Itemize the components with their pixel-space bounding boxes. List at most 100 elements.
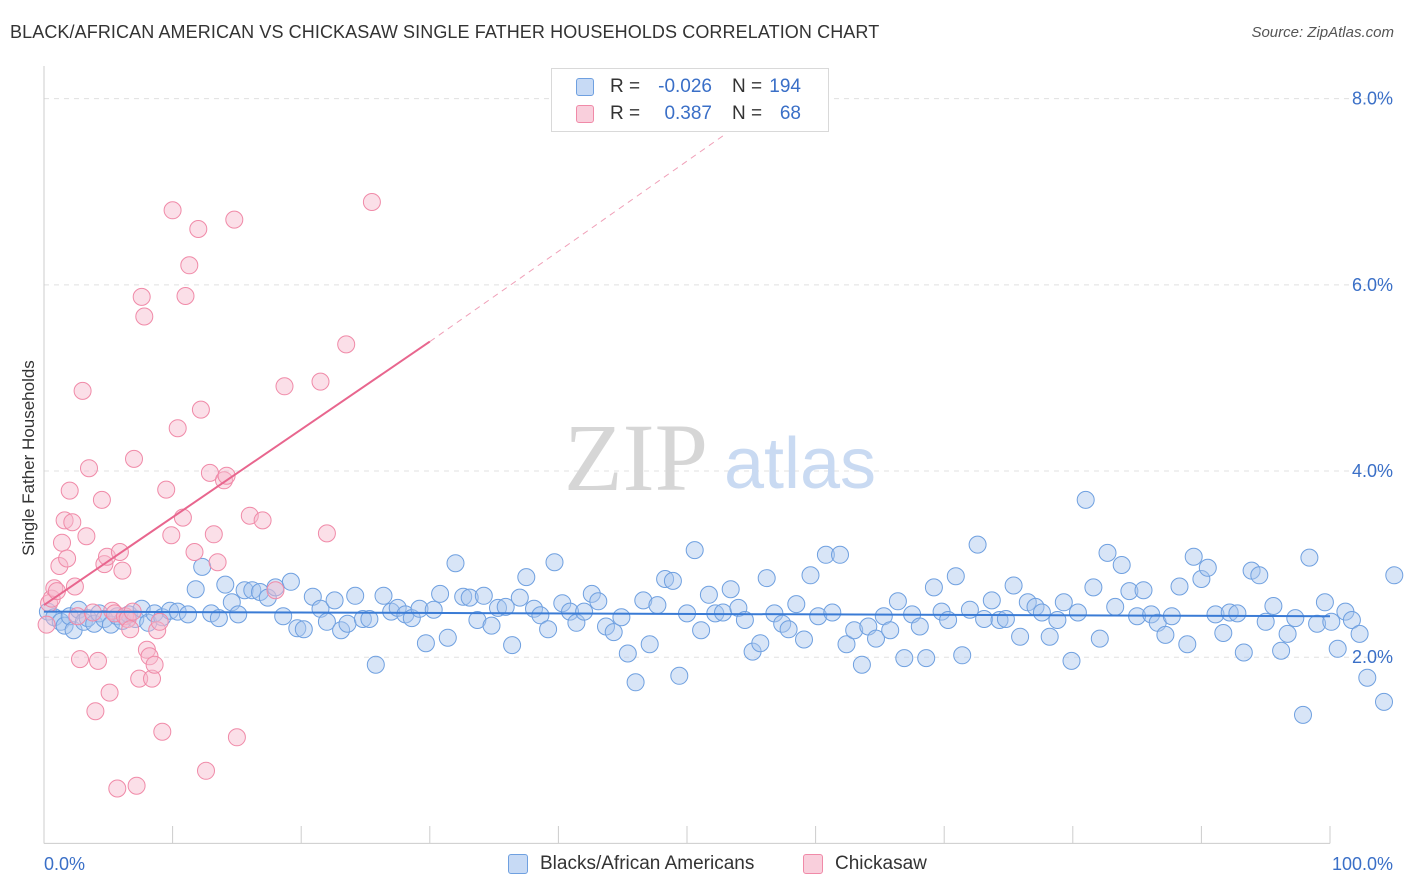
point-blacks	[831, 545, 849, 564]
point-chickasaw	[189, 220, 208, 238]
point-blacks	[1322, 612, 1341, 631]
point-blacks	[454, 587, 473, 606]
point-blacks	[1206, 605, 1225, 624]
point-chickasaw	[168, 419, 187, 438]
point-blacks	[1342, 611, 1361, 629]
point-chickasaw	[145, 655, 164, 674]
point-blacks	[1294, 705, 1312, 724]
point-blacks	[575, 602, 594, 621]
legend-label-chickasaw: Chickasaw	[835, 853, 927, 874]
legend-n-value: 68	[779, 103, 801, 124]
legend-r-value: -0.026	[658, 76, 712, 97]
legend-swatch-pink	[803, 854, 823, 874]
point-blacks	[1315, 593, 1334, 612]
point-chickasaw	[150, 612, 169, 631]
point-blacks	[1048, 611, 1067, 629]
point-blacks	[179, 605, 197, 624]
point-blacks	[161, 601, 179, 620]
correlation-legend: R = -0.026 N = 194 R = 0.387 N = 68	[551, 68, 829, 132]
point-blacks	[953, 646, 972, 665]
point-chickasaw	[132, 287, 151, 306]
point-blacks	[1228, 604, 1247, 623]
point-blacks	[209, 609, 228, 628]
point-blacks	[1062, 651, 1081, 670]
point-blacks	[1068, 603, 1087, 622]
y-tick-label: 6.0%	[1352, 275, 1393, 295]
point-blacks	[823, 603, 842, 622]
point-blacks	[474, 586, 493, 605]
point-blacks	[517, 568, 536, 587]
point-chickasaw	[173, 508, 192, 527]
y-tick-label: 8.0%	[1352, 89, 1393, 109]
point-blacks	[779, 620, 798, 639]
point-blacks	[787, 595, 806, 614]
point-blacks	[845, 621, 864, 640]
series-blacks-points	[38, 490, 1404, 724]
point-blacks	[1011, 627, 1030, 646]
point-blacks	[193, 557, 212, 576]
point-chickasaw	[135, 307, 154, 326]
point-blacks	[186, 580, 205, 599]
point-blacks	[1120, 582, 1139, 601]
legend-r-label: R =	[610, 103, 641, 124]
point-blacks	[274, 607, 293, 626]
point-blacks	[1328, 639, 1347, 658]
point-chickasaw	[275, 377, 294, 396]
y-axis-label: Single Father Households	[19, 360, 38, 556]
point-chickasaw	[176, 287, 195, 305]
point-blacks	[589, 592, 608, 611]
legend-swatch-blue	[576, 78, 594, 96]
point-blacks	[1170, 577, 1189, 596]
point-blacks	[618, 644, 637, 663]
chart-title: BLACK/AFRICAN AMERICAN VS CHICKASAW SING…	[10, 22, 880, 42]
point-blacks	[446, 554, 465, 573]
trend-line-chickasaw-extension	[429, 133, 726, 343]
point-chickasaw	[225, 210, 244, 229]
point-chickasaw	[60, 481, 79, 500]
legend-r-label: R =	[610, 76, 641, 97]
point-blacks	[895, 649, 914, 668]
tick-labels: 2.0% 4.0% 6.0% 8.0% 0.0% 100.0%	[44, 89, 1393, 874]
point-blacks	[1272, 641, 1291, 660]
point-blacks	[795, 630, 813, 649]
point-blacks	[1178, 635, 1197, 654]
point-blacks	[968, 535, 987, 554]
point-blacks	[243, 581, 262, 600]
point-blacks	[757, 569, 776, 588]
point-blacks	[216, 575, 235, 594]
point-blacks	[1106, 597, 1125, 616]
point-blacks	[482, 616, 501, 635]
point-chickasaw	[58, 549, 77, 568]
point-blacks	[1358, 668, 1377, 687]
point-chickasaw	[227, 728, 246, 747]
point-chickasaw	[80, 459, 98, 478]
point-blacks	[1300, 548, 1319, 567]
trend-line-blacks	[43, 610, 1331, 618]
point-blacks	[489, 598, 507, 617]
point-chickasaw	[266, 581, 285, 600]
point-blacks	[1084, 578, 1103, 597]
point-blacks	[338, 614, 357, 633]
point-blacks	[735, 611, 754, 629]
point-blacks	[1234, 643, 1253, 662]
point-blacks	[366, 655, 385, 674]
point-blacks	[996, 610, 1015, 628]
point-blacks	[294, 620, 313, 639]
axes	[43, 66, 1331, 844]
point-blacks	[852, 655, 871, 674]
point-chickasaw	[362, 193, 381, 211]
legend-n-label: N =	[732, 76, 763, 97]
point-blacks	[545, 553, 564, 572]
point-chickasaw	[86, 702, 105, 721]
point-blacks	[699, 585, 718, 604]
legend-n-label: N =	[732, 103, 763, 124]
point-blacks	[917, 649, 936, 668]
point-blacks	[663, 571, 682, 590]
point-blacks	[837, 635, 856, 654]
point-blacks	[539, 620, 558, 639]
point-blacks	[1184, 547, 1203, 566]
point-blacks	[416, 634, 435, 653]
legend-r-value: 0.387	[664, 103, 712, 124]
point-chickasaw	[163, 201, 182, 220]
